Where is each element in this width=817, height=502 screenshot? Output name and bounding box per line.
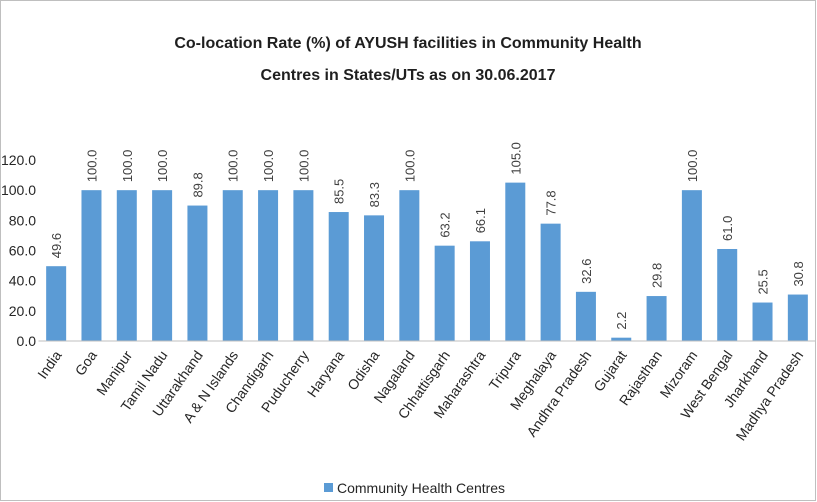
bar [646,296,667,341]
data-label: 49.6 [49,233,64,258]
data-label: 100.0 [155,150,170,183]
data-label: 100.0 [226,150,241,183]
data-label: 63.2 [438,212,453,237]
data-label: 89.8 [190,172,205,197]
bar [46,266,67,341]
bar [611,337,632,341]
data-label: 66.1 [473,208,488,233]
bar [81,190,102,341]
bar [399,190,420,341]
data-label: 29.8 [650,263,665,288]
bar [152,190,173,341]
bar [540,223,561,341]
data-label: 100.0 [402,150,417,183]
y-tick-label: 20.0 [9,303,36,319]
bar [752,302,773,341]
data-label: 83.3 [367,182,382,207]
data-label: 25.5 [756,269,771,294]
bar [258,190,279,341]
y-tick-label: 40.0 [9,273,36,289]
bar [434,245,455,341]
bar [469,241,490,341]
chart-title: Co-location Rate (%) of AYUSH facilities… [174,35,641,52]
y-tick-label: 80.0 [9,212,36,228]
data-label: 32.6 [579,259,594,284]
legend-swatch [324,483,333,492]
y-tick-label: 120.0 [1,152,36,168]
legend-label: Community Health Centres [337,480,505,496]
bar [187,205,208,341]
bar [575,291,596,341]
data-label: 30.8 [791,261,806,286]
data-label: 77.8 [544,190,559,215]
bar [681,190,702,341]
bar [293,190,314,341]
data-label: 105.0 [508,142,523,175]
data-label: 85.5 [332,179,347,204]
data-label: 100.0 [685,150,700,183]
bar [505,182,526,341]
data-label: 100.0 [120,150,135,183]
y-tick-label: 60.0 [9,243,36,259]
data-label: 61.0 [720,216,735,241]
data-label: 100.0 [261,150,276,183]
bar [787,294,808,341]
bar [116,190,137,341]
y-tick-label: 100.0 [1,182,36,198]
bar [222,190,243,341]
data-label: 2.2 [614,312,629,330]
y-tick-label: 0.0 [17,333,37,349]
data-label: 100.0 [296,150,311,183]
bar [364,215,385,341]
chart-title: Centres in States/UTs as on 30.06.2017 [261,67,556,84]
bar [717,248,738,341]
data-label: 100.0 [84,150,99,183]
bar [328,212,349,341]
